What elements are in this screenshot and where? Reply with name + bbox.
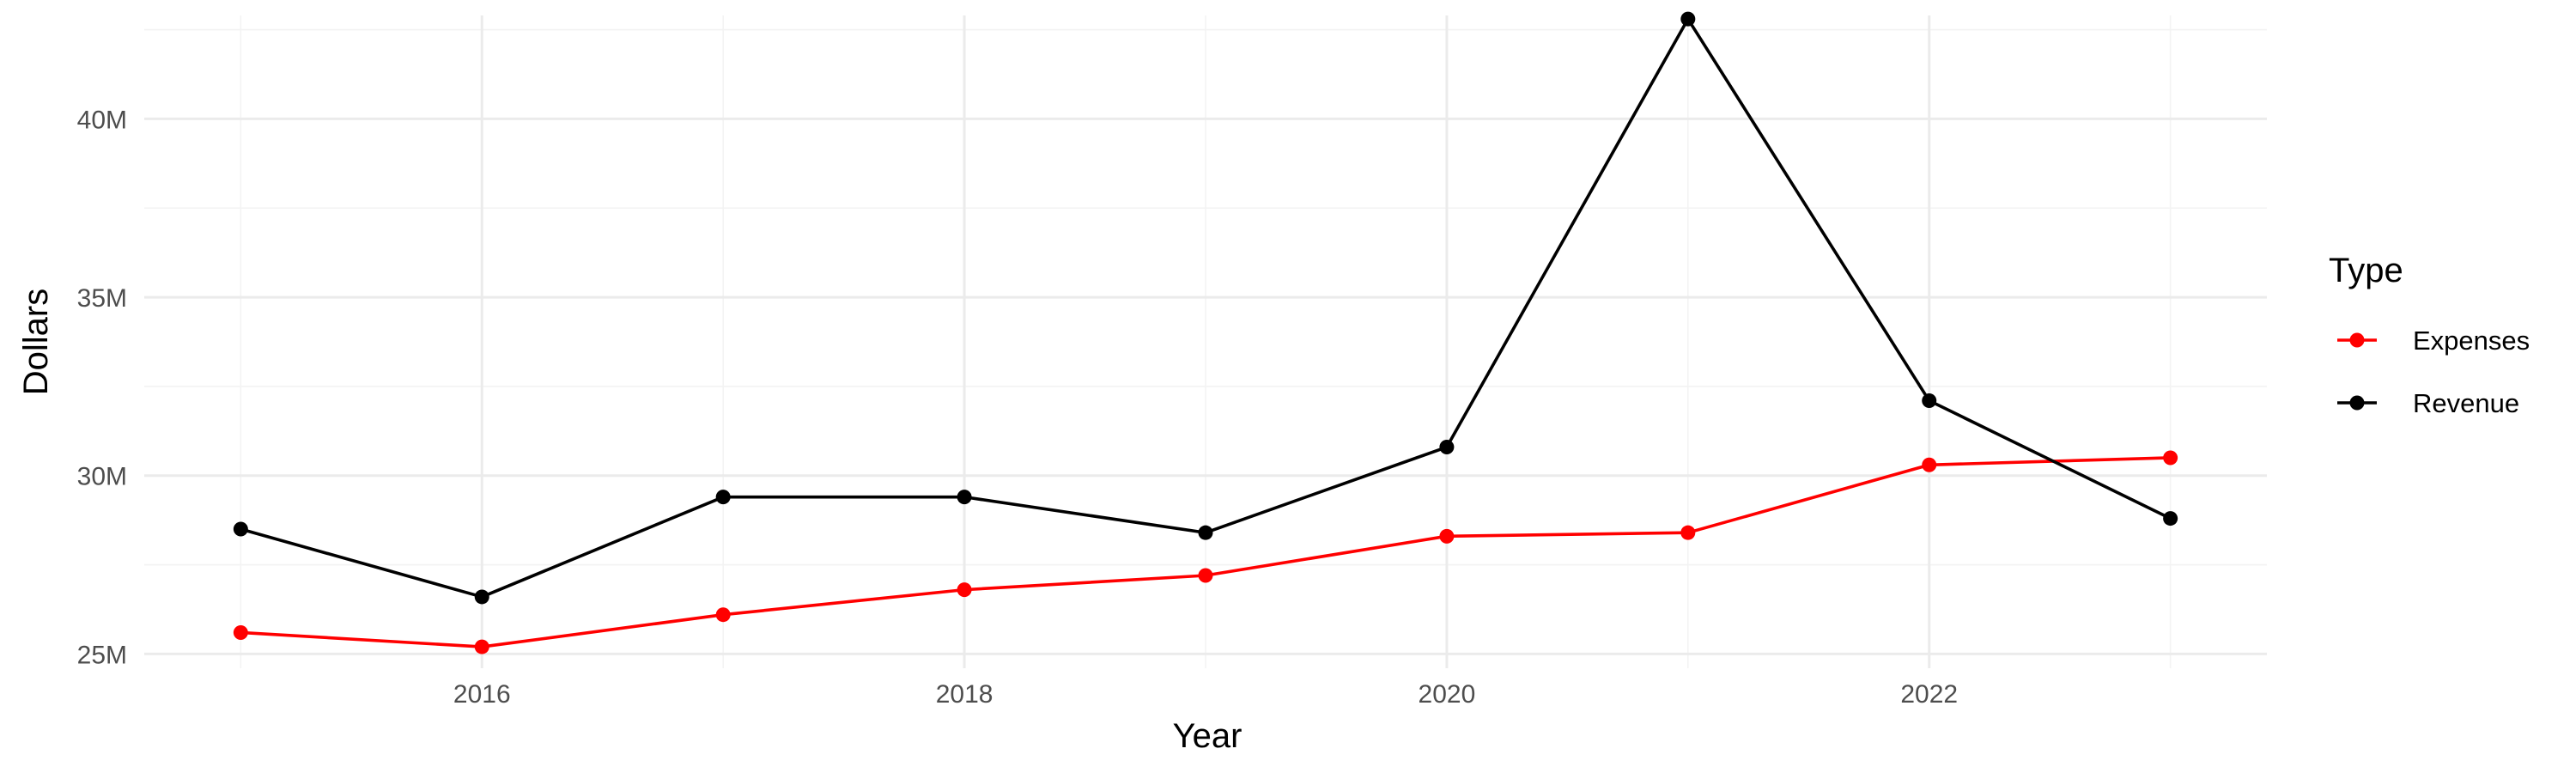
legend-title: Type [2329,252,2403,289]
y-tick-label: 25M [77,641,127,669]
legend-key-expenses-point [2349,332,2365,348]
expenses-point [1198,568,1213,583]
y-axis-ticks: 25M 30M 35M 40M [77,106,127,669]
revenue-point [1198,525,1213,540]
expenses-point [1680,525,1696,540]
revenue-point [1680,11,1696,27]
revenue-point [957,490,972,505]
expenses-point [1922,457,1937,472]
x-axis-ticks: 2016 2018 2020 2022 [453,680,1958,709]
y-axis-title: Dollars [17,289,55,395]
x-tick-label: 2018 [936,680,993,709]
y-tick-label: 30M [77,463,127,491]
expenses-point [957,582,972,598]
legend-key-revenue-point [2349,395,2365,411]
revenue-point [1439,440,1455,455]
x-tick-label: 2016 [453,680,511,709]
x-tick-label: 2022 [1900,680,1958,709]
legend-label-revenue: Revenue [2413,388,2519,418]
expenses-point [715,607,731,623]
expenses-point [2163,450,2178,466]
revenue-point [715,490,731,505]
legend: Type Expenses Revenue [2329,252,2530,418]
revenue-point [233,521,248,537]
x-axis-title: Year [1173,717,1242,755]
revenue-point [474,589,489,605]
revenue-point [1922,393,1937,409]
legend-label-expenses: Expenses [2413,326,2530,356]
grid-minor [144,15,2267,668]
expenses-point [1439,528,1455,544]
series-points [233,11,2178,654]
revenue-point [2163,511,2178,526]
expenses-point [233,624,248,640]
grid-major [144,15,2267,668]
y-tick-label: 35M [77,284,127,313]
expenses-point [474,639,489,654]
x-tick-label: 2020 [1419,680,1476,709]
y-tick-label: 40M [77,106,127,134]
